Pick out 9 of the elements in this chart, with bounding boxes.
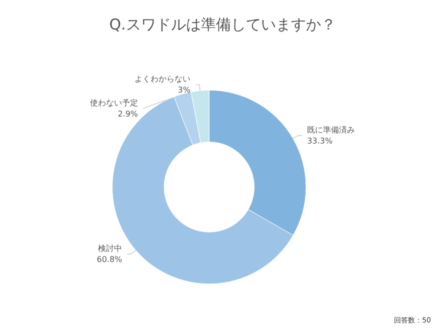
slice-label: 検討中: [98, 244, 122, 254]
slice-label: よくわからない: [134, 74, 190, 84]
data-label: 60.8%: [96, 255, 123, 264]
data-label: 33.3%: [307, 136, 333, 146]
slice-label: 既に準備済み: [307, 126, 356, 135]
slice-label: 使わない予定: [90, 98, 138, 108]
chart-title: Q.スワドルは準備していますか？: [109, 16, 336, 34]
data-label: 2.9%: [118, 110, 138, 119]
data-label: 3%: [178, 86, 191, 95]
